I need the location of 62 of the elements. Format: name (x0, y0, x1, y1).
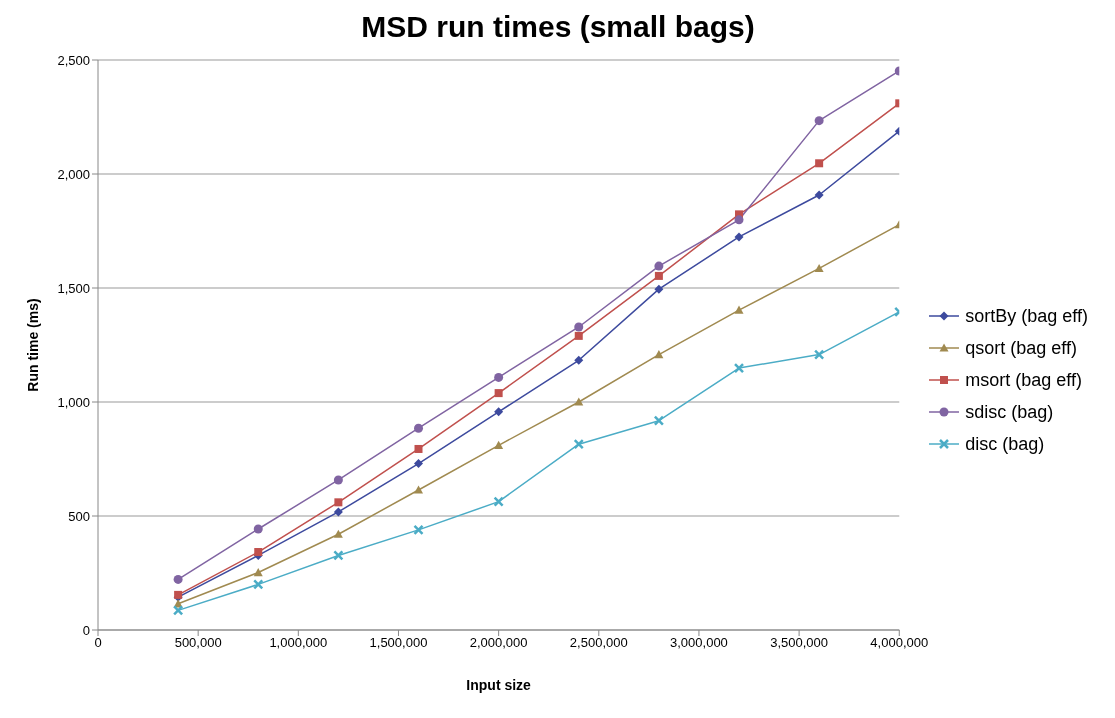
y-tick-label: 2,000 (57, 166, 90, 182)
point (333, 529, 343, 538)
point (253, 579, 264, 590)
point (333, 475, 343, 485)
point (654, 284, 664, 294)
point (493, 496, 504, 507)
x-tick-label: 3,000,000 (670, 635, 728, 651)
point (814, 263, 824, 272)
point (334, 498, 343, 507)
x-tick-label: 0 (94, 635, 102, 651)
x-tick-label: 2,500,000 (569, 635, 628, 651)
point (494, 372, 504, 382)
x-tick-label: 500,000 (174, 635, 222, 651)
point (494, 440, 504, 449)
point (574, 322, 584, 332)
point (574, 355, 584, 365)
y-tick-label: 1,500 (57, 280, 90, 296)
point (574, 397, 584, 406)
x-axis-title: Input size (466, 677, 532, 693)
point (814, 190, 824, 200)
point (653, 415, 665, 426)
point (573, 438, 585, 450)
x-tick-label: 2,000,000 (469, 635, 528, 651)
point (413, 524, 424, 536)
point (654, 261, 664, 271)
point (414, 444, 423, 453)
point (733, 362, 745, 374)
point (494, 389, 503, 398)
point (333, 550, 344, 561)
legend-label: sdisc (bag) (965, 401, 1054, 424)
point (734, 215, 744, 225)
chart-title: MSD run times (small bags) (360, 10, 756, 44)
point (574, 331, 583, 340)
point (494, 407, 504, 417)
point (333, 507, 343, 517)
x-tick-label: 1,000,000 (269, 635, 328, 651)
y-tick-label: 2,500 (57, 52, 90, 68)
x-tick-label: 3,500,000 (770, 635, 829, 651)
x-tick-label: 1,500,000 (369, 635, 428, 651)
point (734, 232, 744, 242)
point (815, 159, 824, 168)
point (414, 459, 424, 469)
point (654, 271, 663, 280)
y-axis-title: Run time (ms) (24, 298, 41, 392)
point (172, 605, 184, 616)
point (813, 349, 825, 360)
y-tick-label: 0 (82, 622, 90, 638)
point (414, 423, 424, 433)
point (414, 485, 424, 494)
point (814, 116, 824, 126)
point (654, 350, 664, 359)
x-tick-label: 4,000,000 (870, 635, 929, 651)
y-tick-label: 1,000 (57, 394, 90, 410)
point (253, 568, 263, 577)
legend-label: msort (bag eff) (965, 369, 1082, 392)
point (734, 305, 744, 314)
point (173, 574, 183, 584)
y-tick-label: 500 (68, 508, 90, 524)
point (253, 524, 263, 534)
legend-label: sortBy (bag eff) (965, 305, 1088, 328)
legend-label: disc (bag) (965, 433, 1045, 456)
legend-label: qsort (bag eff) (965, 337, 1077, 360)
